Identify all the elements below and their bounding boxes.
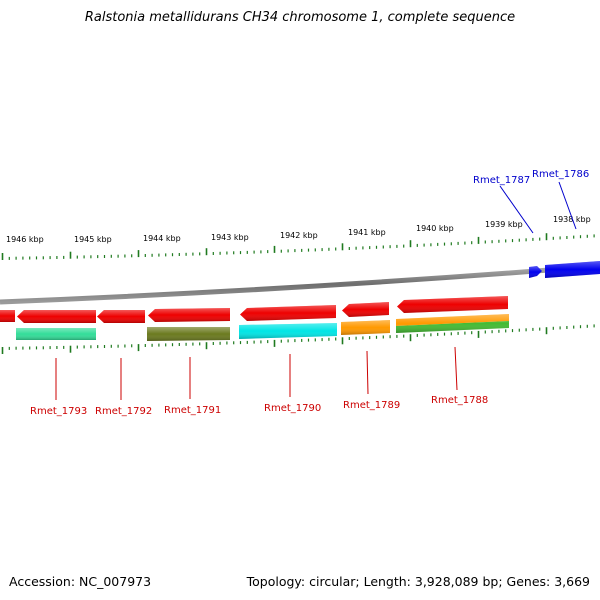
- gene-shading: [529, 266, 542, 278]
- cog-shading: [396, 314, 509, 333]
- reverse-strand: Rmet_1793 Rmet_1792 Rmet_1791 Rmet_1790 …: [0, 296, 509, 417]
- gene-label-rmet-1788[interactable]: Rmet_1788: [431, 395, 488, 406]
- kbp-label: 1944 kbp: [143, 234, 181, 243]
- kbp-label-ring: 1946 kbp 1945 kbp 1944 kbp 1943 kbp 1942 kbp…: [6, 215, 591, 244]
- gene-leader-rmet-1788: [454, 346, 458, 391]
- cog-shading: [341, 320, 390, 335]
- map-title: Ralstonia metallidurans CH34 chromosome …: [84, 10, 516, 25]
- kbp-label: 1938 kbp: [553, 215, 591, 224]
- cog-shading: [239, 323, 337, 339]
- gene-label-rmet-1792[interactable]: Rmet_1792: [95, 406, 152, 417]
- kbp-label: 1942 kbp: [280, 231, 318, 240]
- gene-shading: [17, 310, 96, 323]
- gene-shading: [240, 305, 336, 321]
- gene-label-rmet-1789[interactable]: Rmet_1789: [343, 400, 400, 411]
- kbp-label: 1945 kbp: [74, 235, 112, 244]
- accession-text: Accession: NC_007973: [9, 574, 152, 589]
- cog-shading: [16, 328, 96, 340]
- kbp-label: 1943 kbp: [211, 233, 249, 242]
- gene-shading: [397, 296, 508, 313]
- gene-label-rmet-1787[interactable]: Rmet_1787: [473, 175, 530, 186]
- gene-label-rmet-1793[interactable]: Rmet_1793: [30, 406, 87, 417]
- gene-leader-rmet-1787: [499, 185, 534, 234]
- cog-shading: [147, 327, 230, 341]
- gene-leader-rmet-1789: [366, 350, 369, 395]
- gene-shading: [545, 261, 600, 278]
- gene-label-rmet-1790[interactable]: Rmet_1790: [264, 403, 321, 414]
- outer-tick-ring: [1, 233, 595, 260]
- chromosome-backbone: [0, 263, 600, 305]
- forward-strand: Rmet_1787 Rmet_1786: [473, 169, 600, 278]
- gene-shading: [342, 302, 389, 317]
- inner-tick-ring: [1, 324, 595, 354]
- kbp-label: 1939 kbp: [485, 220, 523, 229]
- kbp-label: 1946 kbp: [6, 235, 44, 244]
- gene-label-rmet-1791[interactable]: Rmet_1791: [164, 405, 221, 416]
- gene-label-rmet-1786[interactable]: Rmet_1786: [532, 169, 589, 180]
- genome-stats-text: Topology: circular; Length: 3,928,089 bp…: [246, 574, 590, 589]
- gene-shading: [97, 310, 145, 323]
- kbp-label: 1940 kbp: [416, 224, 454, 233]
- gene-shading: [0, 310, 15, 322]
- gene-leader-rmet-1786: [558, 181, 577, 230]
- gene-shading: [148, 308, 230, 322]
- kbp-label: 1941 kbp: [348, 228, 386, 237]
